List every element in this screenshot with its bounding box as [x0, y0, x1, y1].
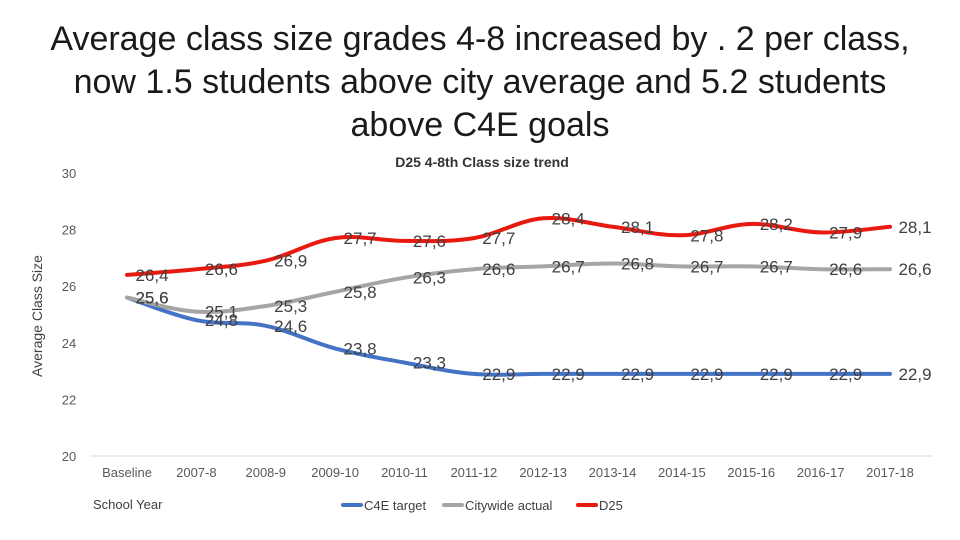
data-label: 28,2 [760, 215, 793, 234]
x-tick-labels: Baseline 2007-8 2008-9 2009-10 2010-11 2011-1… [102, 465, 914, 480]
data-label: 22,9 [621, 365, 654, 384]
series-lines [125, 215, 892, 377]
legend: C4E target Citywide actual D25 [341, 498, 623, 513]
series-line-d25 [125, 215, 892, 277]
data-label: 24,6 [274, 317, 307, 336]
y-tick-label: 28 [62, 223, 76, 238]
x-tick-label: Baseline [102, 465, 152, 480]
data-label: 27,7 [482, 229, 515, 248]
x-tick-label: 2017-18 [866, 465, 914, 480]
data-label: 26,7 [552, 257, 585, 276]
data-label: 26,6 [898, 260, 931, 279]
data-label: 23,8 [344, 339, 377, 358]
legend-label: D25 [599, 498, 623, 513]
data-label: 26,9 [274, 252, 307, 271]
data-label: 27,8 [690, 226, 723, 245]
data-label: 25,3 [274, 297, 307, 316]
slide-title: Average class size grades 4-8 increased … [50, 20, 910, 144]
x-tick-label: 2016-17 [797, 465, 845, 480]
series-line-c4e-target [125, 295, 892, 377]
chart-title: D25 4-8th Class size trend [395, 154, 569, 170]
x-tick-label: 2009-10 [311, 465, 359, 480]
data-label: 24,8 [205, 311, 238, 330]
data-label: 22,9 [898, 365, 931, 384]
data-label: 23,3 [413, 354, 446, 373]
data-label: 26,6 [482, 260, 515, 279]
x-tick-label: 2015-16 [727, 465, 775, 480]
data-label: 22,9 [760, 365, 793, 384]
x-tick-label: 2012-13 [519, 465, 567, 480]
data-label: 25,1 [205, 303, 238, 322]
data-label: 26,4 [135, 266, 168, 285]
data-label: 26,8 [621, 255, 654, 274]
data-label: 27,7 [344, 229, 377, 248]
x-axis-label: School Year [93, 497, 163, 512]
legend-label: Citywide actual [465, 498, 553, 513]
x-tick-label: 2013-14 [589, 465, 637, 480]
y-tick-label: 26 [62, 279, 76, 294]
y-tick-label: 20 [62, 449, 76, 464]
y-axis-label: Average Class Size [29, 255, 45, 377]
data-label: 22,9 [690, 365, 723, 384]
data-label: 28,1 [898, 218, 931, 237]
data-label: 26,3 [413, 269, 446, 288]
y-tick-label: 24 [62, 336, 76, 351]
data-label: 22,9 [552, 365, 585, 384]
x-tick-label: 2008-9 [245, 465, 285, 480]
data-label: 27,6 [413, 232, 446, 251]
data-label: 25,6 [135, 289, 168, 308]
data-label: 26,6 [829, 260, 862, 279]
x-tick-label: 2007-8 [176, 465, 216, 480]
data-label: 22,9 [482, 365, 515, 384]
data-label: 25,6 [135, 289, 168, 308]
data-label: 22,9 [829, 365, 862, 384]
legend-label: C4E target [364, 498, 427, 513]
data-label: 26,7 [690, 257, 723, 276]
data-label: 25,8 [344, 283, 377, 302]
series-line-citywide-actual [125, 261, 892, 314]
data-label: 28,1 [621, 218, 654, 237]
data-label: 26,6 [205, 260, 238, 279]
x-tick-label: 2014-15 [658, 465, 706, 480]
data-label: 28,4 [552, 209, 585, 228]
data-label: 26,7 [760, 257, 793, 276]
y-tick-labels: 20 22 24 26 28 30 [62, 166, 76, 464]
y-tick-label: 22 [62, 392, 76, 407]
y-tick-label: 30 [62, 166, 76, 181]
data-label: 27,9 [829, 223, 862, 242]
x-tick-label: 2010-11 [381, 465, 428, 480]
data-labels: 25,6 24,8 24,6 23,8 23,3 22,9 22,9 22,9 22,9 22,9… [135, 209, 931, 384]
x-tick-label: 2011-12 [450, 465, 497, 480]
